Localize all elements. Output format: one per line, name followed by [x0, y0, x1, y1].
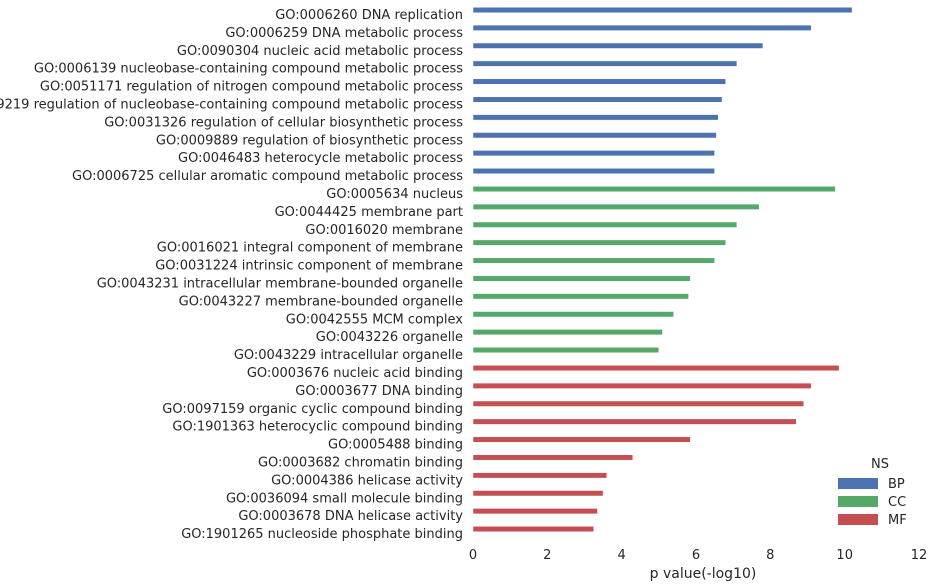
bar-cc	[472, 257, 715, 264]
bar-mf	[472, 400, 805, 407]
bar-cc	[472, 311, 674, 318]
category-label: GO:0031326 regulation of cellular biosyn…	[104, 115, 463, 130]
bar-mf	[472, 472, 608, 479]
bar-bp	[472, 24, 812, 31]
category-label: GO:1901363 heterocyclic compound binding	[172, 420, 463, 435]
bars-layer	[472, 7, 853, 533]
bar-bp	[472, 7, 853, 14]
legend-label-bp: BP	[888, 477, 905, 492]
category-label: GO:0003676 nucleic acid binding	[247, 366, 463, 381]
category-label: GO:0043226 organelle	[316, 330, 463, 345]
x-tick-label: 10	[836, 548, 853, 563]
bar-bp	[472, 114, 719, 121]
bar-mf	[472, 508, 598, 515]
bar-cc	[472, 275, 691, 282]
bar-mf	[472, 418, 797, 425]
bar-mf	[472, 365, 840, 372]
bar-cc	[472, 186, 836, 193]
legend-title: NS	[871, 457, 889, 472]
category-label: GO:0003678 DNA helicase activity	[238, 509, 463, 524]
category-label: GO:0042555 MCM complex	[286, 312, 464, 327]
bar-bp	[472, 168, 715, 175]
category-label: GO:0043231 intracellular membrane-bounde…	[97, 277, 463, 292]
legend-label-cc: CC	[888, 495, 906, 510]
x-tick-label: 8	[766, 548, 774, 563]
bar-cc	[472, 203, 760, 210]
category-label: GO:0003682 chromatin binding	[258, 456, 463, 471]
legend-swatch-mf	[838, 514, 878, 525]
bar-mf	[472, 490, 604, 497]
category-label: GO:0006259 DNA metabolic process	[225, 26, 463, 41]
legend-swatch-cc	[838, 496, 878, 507]
category-label: GO:1901265 nucleoside phosphate binding	[181, 527, 463, 542]
x-tick-label: 0	[469, 548, 477, 563]
bar-cc	[472, 347, 660, 354]
category-label: GO:0009889 regulation of biosynthetic pr…	[156, 133, 463, 148]
category-label: GO:0006260 DNA replication	[275, 8, 463, 23]
legend: NS BP CC MF	[838, 457, 907, 528]
category-label: GO:0043227 membrane-bounded organelle	[179, 294, 463, 309]
bar-bp	[472, 96, 723, 103]
bar-cc	[472, 329, 663, 336]
category-label: GO:0046483 heterocycle metabolic process	[178, 151, 463, 166]
category-label: GO:0044425 membrane part	[275, 205, 463, 220]
category-label: GO:0005634 nucleus	[326, 187, 463, 202]
category-label: GO:0019219 regulation of nucleobase-cont…	[0, 98, 463, 113]
category-label: GO:0090304 nucleic acid metabolic proces…	[177, 44, 463, 59]
category-label: GO:0003677 DNA binding	[295, 384, 463, 399]
bar-bp	[472, 42, 764, 49]
category-label: GO:0004386 helicase activity	[271, 473, 463, 488]
bar-bp	[472, 60, 738, 67]
category-label: GO:0051171 regulation of nitrogen compou…	[40, 80, 463, 95]
category-label: GO:0031224 intrinsic component of membra…	[155, 259, 463, 274]
bar-mf	[472, 436, 691, 443]
bar-cc	[472, 293, 689, 300]
bar-cc	[472, 221, 738, 228]
category-label: GO:0043229 intracellular organelle	[234, 348, 463, 363]
x-tick-label: 12	[911, 548, 928, 563]
bar-bp	[472, 132, 717, 139]
category-label: GO:0016021 integral component of membran…	[157, 241, 463, 256]
bar-bp	[472, 78, 726, 85]
category-label: GO:0036094 small molecule binding	[226, 491, 463, 506]
category-label: GO:0016020 membrane	[305, 223, 463, 238]
x-tick-label: 4	[618, 548, 626, 563]
x-axis-label: p value(-log10)	[650, 566, 757, 582]
category-labels: GO:0006260 DNA replication GO:0006259 DNA…	[0, 8, 463, 542]
legend-label-mf: MF	[888, 513, 907, 528]
x-axis-ticks: 0 2 4 6 8 10 12	[469, 548, 927, 563]
x-tick-label: 6	[692, 548, 700, 563]
category-label: GO:0006139 nucleobase-containing compoun…	[34, 62, 463, 77]
bar-mf	[472, 526, 595, 533]
bar-mf	[472, 454, 634, 461]
bar-mf	[472, 382, 812, 389]
legend-swatch-bp	[838, 478, 878, 489]
bar-bp	[472, 150, 715, 157]
category-label: GO:0006725 cellular aromatic compound me…	[72, 169, 463, 184]
bar-cc	[472, 239, 726, 246]
category-label: GO:0097159 organic cyclic compound bindi…	[162, 402, 463, 417]
x-tick-label: 2	[543, 548, 551, 563]
category-label: GO:0005488 binding	[328, 438, 463, 453]
